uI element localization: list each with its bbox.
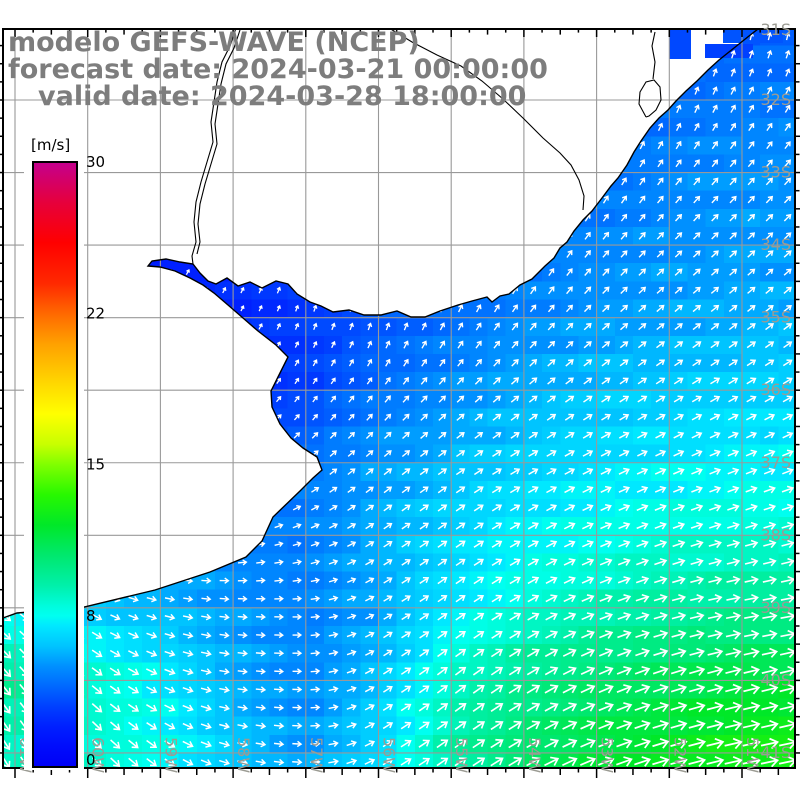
colorbar-tick-label: 15 bbox=[86, 456, 105, 474]
lon-label: 53W bbox=[598, 737, 617, 773]
colorbar-tick-label: 30 bbox=[86, 153, 105, 171]
colorbar-tick-label: 0 bbox=[86, 751, 96, 769]
lon-label: 56W bbox=[380, 737, 399, 773]
lat-label: 38S bbox=[760, 525, 791, 544]
colorbar-gradient bbox=[32, 161, 78, 768]
forecast-date-line: forecast date: 2024-03-21 00:00:00 bbox=[8, 54, 548, 85]
lon-label: 51W bbox=[743, 737, 762, 773]
lat-label: 37S bbox=[760, 453, 791, 472]
lat-label: 40S bbox=[760, 670, 791, 689]
lat-label: 39S bbox=[760, 598, 791, 617]
lon-label: 55W bbox=[452, 737, 471, 773]
lon-label: 57W bbox=[307, 737, 326, 773]
axis-labels: 31S32S33S34S35S36S37S38S39S40S41S61W60W5… bbox=[16, 20, 791, 773]
colorbar-unit-label: [m/s] bbox=[31, 136, 70, 154]
lat-label: 35S bbox=[760, 308, 791, 327]
lat-label: 36S bbox=[760, 380, 791, 399]
valid-date-line: valid date: 2024-03-28 18:00:00 bbox=[38, 81, 527, 112]
colorbar-tick-label: 8 bbox=[86, 607, 96, 625]
colorbar-tick-label: 22 bbox=[86, 304, 105, 322]
lat-label: 32S bbox=[760, 90, 791, 109]
lat-label: 33S bbox=[760, 163, 791, 182]
map-frame bbox=[0, 28, 800, 778]
lon-label: 59W bbox=[161, 737, 180, 773]
lon-label: 58W bbox=[234, 737, 253, 773]
coastline bbox=[3, 29, 760, 619]
lat-label: 31S bbox=[760, 20, 791, 39]
lon-label: 60W bbox=[89, 737, 108, 773]
model-title: modelo GEFS-WAVE (NCEP) bbox=[8, 27, 420, 58]
lat-label: 41S bbox=[760, 743, 791, 762]
colorbar: [m/s] 30 22 15 8 0 bbox=[24, 118, 105, 770]
graticule bbox=[3, 29, 795, 768]
lon-label: 54W bbox=[525, 737, 544, 773]
lat-label: 34S bbox=[760, 235, 791, 254]
lon-label: 52W bbox=[670, 737, 689, 773]
